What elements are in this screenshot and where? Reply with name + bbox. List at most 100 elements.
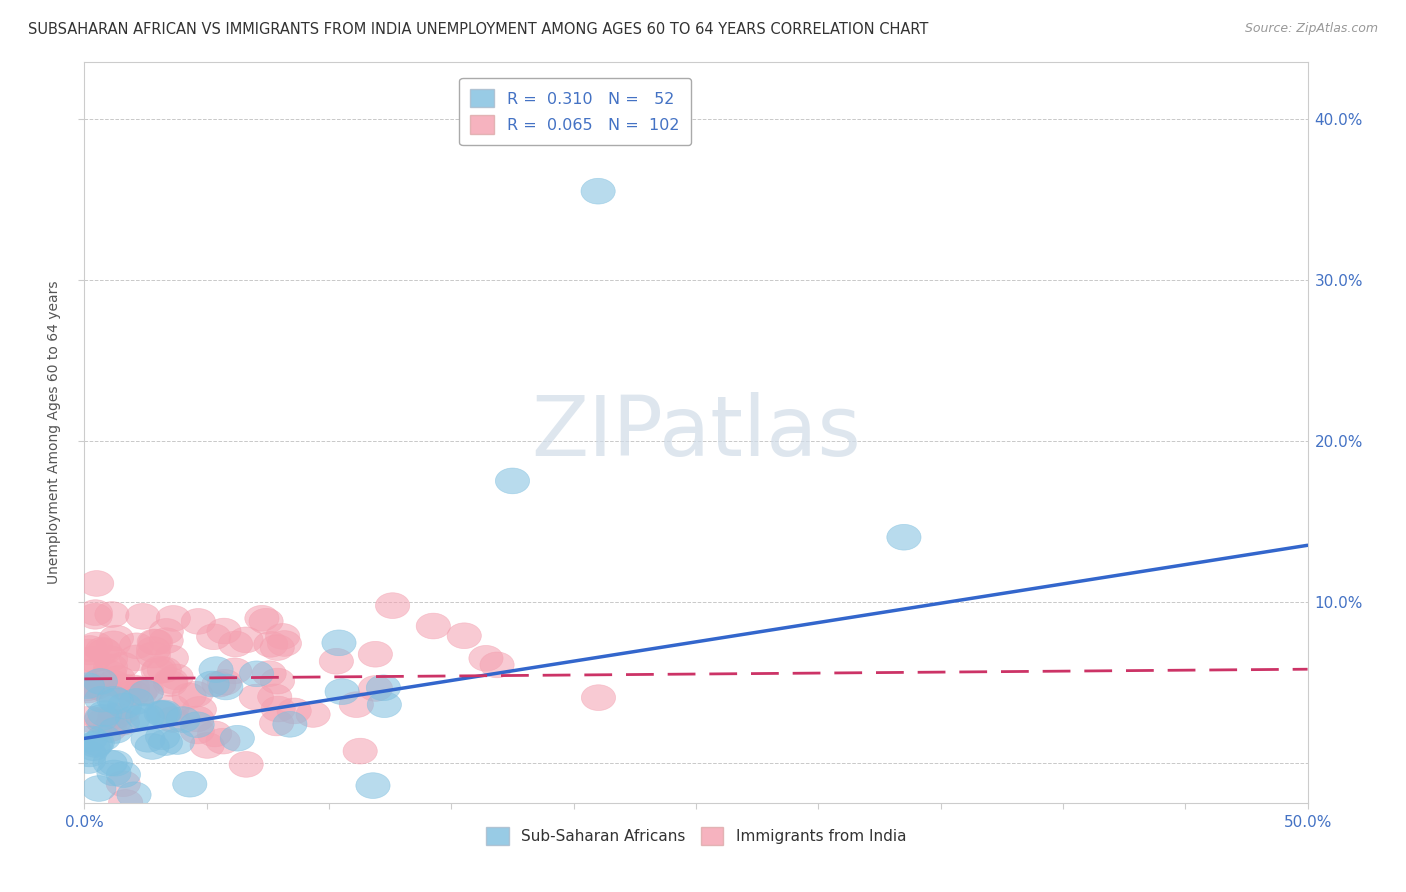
Ellipse shape [93,716,127,741]
Ellipse shape [495,468,530,494]
Ellipse shape [468,646,503,671]
Ellipse shape [98,703,132,729]
Ellipse shape [136,637,170,663]
Ellipse shape [295,702,330,727]
Ellipse shape [73,726,107,752]
Ellipse shape [198,657,233,682]
Ellipse shape [87,639,122,665]
Ellipse shape [581,178,616,204]
Ellipse shape [97,709,131,735]
Ellipse shape [239,684,274,710]
Ellipse shape [87,700,122,726]
Ellipse shape [207,618,240,644]
Ellipse shape [79,599,112,625]
Ellipse shape [94,601,129,627]
Text: SUBSAHARAN AFRICAN VS IMMIGRANTS FROM INDIA UNEMPLOYMENT AMONG AGES 60 TO 64 YEA: SUBSAHARAN AFRICAN VS IMMIGRANTS FROM IN… [28,22,928,37]
Ellipse shape [266,624,299,649]
Ellipse shape [166,706,200,732]
Ellipse shape [197,624,231,649]
Ellipse shape [190,732,225,758]
Ellipse shape [72,741,107,767]
Ellipse shape [260,668,295,694]
Ellipse shape [197,721,232,747]
Ellipse shape [70,660,104,685]
Ellipse shape [356,772,389,798]
Ellipse shape [73,636,107,661]
Ellipse shape [138,629,172,655]
Ellipse shape [205,728,240,754]
Text: Source: ZipAtlas.com: Source: ZipAtlas.com [1244,22,1378,36]
Ellipse shape [479,652,515,678]
Ellipse shape [267,631,301,657]
Ellipse shape [156,706,190,732]
Ellipse shape [83,669,118,694]
Ellipse shape [148,730,183,756]
Ellipse shape [135,733,169,759]
Ellipse shape [447,623,481,648]
Ellipse shape [180,712,214,738]
Ellipse shape [105,652,139,678]
Ellipse shape [115,681,150,706]
Ellipse shape [252,661,287,687]
Ellipse shape [97,631,131,657]
Ellipse shape [201,672,236,697]
Ellipse shape [581,685,616,711]
Ellipse shape [84,705,120,731]
Ellipse shape [122,680,157,706]
Ellipse shape [229,627,263,653]
Ellipse shape [136,642,170,668]
Ellipse shape [125,704,160,730]
Ellipse shape [107,674,142,700]
Ellipse shape [155,695,190,721]
Ellipse shape [208,674,243,700]
Ellipse shape [375,593,409,618]
Ellipse shape [79,673,114,699]
Ellipse shape [183,697,217,723]
Ellipse shape [129,681,163,706]
Ellipse shape [129,678,165,704]
Ellipse shape [107,693,142,719]
Ellipse shape [245,606,278,632]
Ellipse shape [105,771,141,797]
Ellipse shape [148,700,181,726]
Ellipse shape [93,646,128,672]
Ellipse shape [416,613,450,639]
Ellipse shape [139,630,173,655]
Ellipse shape [208,669,242,695]
Ellipse shape [221,725,254,751]
Ellipse shape [218,658,252,683]
Ellipse shape [153,668,188,694]
Ellipse shape [70,673,104,698]
Ellipse shape [86,637,120,663]
Ellipse shape [100,688,134,714]
Ellipse shape [82,776,117,801]
Ellipse shape [70,671,104,697]
Ellipse shape [367,675,401,700]
Ellipse shape [149,628,183,654]
Ellipse shape [107,762,141,788]
Ellipse shape [131,704,165,730]
Ellipse shape [72,639,107,665]
Ellipse shape [72,747,105,773]
Ellipse shape [131,726,165,752]
Ellipse shape [257,684,292,710]
Ellipse shape [70,675,104,701]
Ellipse shape [100,625,134,651]
Ellipse shape [262,696,295,722]
Ellipse shape [76,647,111,672]
Ellipse shape [155,645,188,671]
Ellipse shape [145,724,180,749]
Ellipse shape [101,665,135,691]
Ellipse shape [115,674,149,700]
Ellipse shape [149,618,183,644]
Ellipse shape [181,608,215,634]
Ellipse shape [120,645,153,671]
Ellipse shape [97,671,131,696]
Ellipse shape [359,675,392,701]
Ellipse shape [93,750,127,776]
Text: ZIPatlas: ZIPatlas [531,392,860,473]
Ellipse shape [105,709,139,735]
Ellipse shape [93,660,127,686]
Ellipse shape [73,706,107,732]
Y-axis label: Unemployment Among Ages 60 to 64 years: Unemployment Among Ages 60 to 64 years [46,281,60,584]
